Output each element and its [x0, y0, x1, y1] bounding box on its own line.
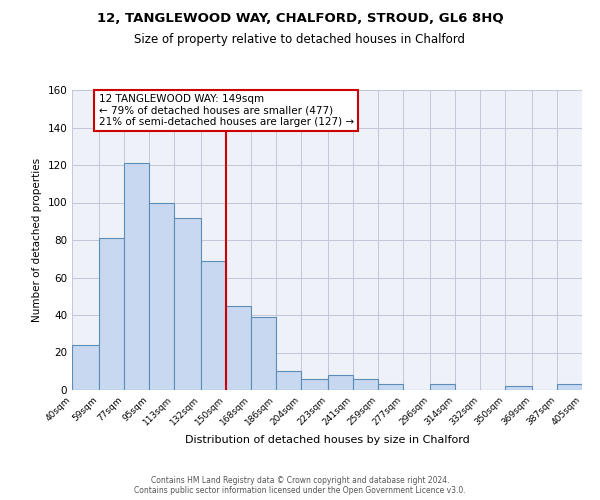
Bar	[72, 345, 98, 390]
Bar	[276, 371, 301, 390]
Bar	[505, 386, 532, 390]
X-axis label: Distribution of detached houses by size in Chalford: Distribution of detached houses by size …	[185, 436, 469, 446]
Text: Contains HM Land Registry data © Crown copyright and database right 2024.: Contains HM Land Registry data © Crown c…	[151, 476, 449, 485]
Y-axis label: Number of detached properties: Number of detached properties	[32, 158, 42, 322]
Text: 12 TANGLEWOOD WAY: 149sqm
← 79% of detached houses are smaller (477)
21% of semi: 12 TANGLEWOOD WAY: 149sqm ← 79% of detac…	[98, 94, 353, 127]
Bar	[174, 218, 200, 390]
Bar	[149, 202, 174, 390]
Bar	[124, 163, 149, 390]
Bar	[251, 317, 276, 390]
Bar	[226, 306, 251, 390]
Text: 12, TANGLEWOOD WAY, CHALFORD, STROUD, GL6 8HQ: 12, TANGLEWOOD WAY, CHALFORD, STROUD, GL…	[97, 12, 503, 26]
Text: Size of property relative to detached houses in Chalford: Size of property relative to detached ho…	[134, 32, 466, 46]
Bar	[353, 379, 378, 390]
Bar	[557, 384, 582, 390]
Bar	[430, 384, 455, 390]
Bar	[328, 375, 353, 390]
Bar	[200, 260, 226, 390]
Bar	[378, 384, 403, 390]
Text: Contains public sector information licensed under the Open Government Licence v3: Contains public sector information licen…	[134, 486, 466, 495]
Bar	[98, 238, 124, 390]
Bar	[301, 379, 328, 390]
